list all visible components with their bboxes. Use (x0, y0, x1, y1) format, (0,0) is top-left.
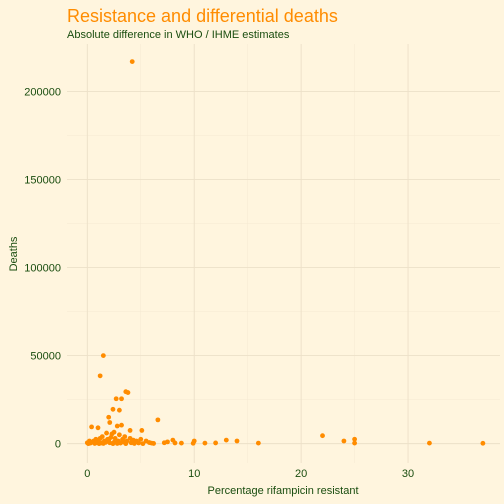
data-point (136, 440, 142, 446)
x-tick-label: 10 (188, 468, 200, 480)
y-axis-title: Deaths (8, 236, 20, 271)
data-point (95, 425, 101, 431)
data-point (114, 423, 120, 429)
data-point (320, 433, 325, 439)
data-point (151, 441, 157, 446)
data-point (104, 430, 109, 436)
data-point (97, 373, 103, 379)
data-point (223, 437, 229, 443)
data-point (190, 440, 196, 446)
chart-subtitle: Absolute difference in WHO / IHME estima… (67, 29, 290, 41)
data-point (106, 414, 112, 420)
data-point (116, 432, 122, 438)
data-point (234, 438, 240, 444)
data-point (100, 353, 106, 359)
data-point (129, 59, 135, 65)
data-point (427, 440, 432, 446)
data-points (84, 59, 486, 447)
data-point (172, 440, 178, 446)
y-tick-label: 150000 (24, 175, 61, 187)
data-point (110, 441, 116, 447)
data-point (202, 440, 208, 446)
data-point (139, 428, 145, 433)
data-point (480, 440, 486, 446)
data-point (131, 441, 137, 446)
x-tick-label: 20 (295, 468, 307, 480)
data-point (110, 406, 116, 412)
data-point (352, 440, 357, 446)
data-point (119, 396, 124, 402)
data-point (96, 441, 102, 447)
data-point (92, 441, 98, 446)
data-point (100, 441, 106, 446)
data-point (341, 438, 347, 444)
tick-labels: 0 10 20 30 0 50000 100000 150000 200000 (24, 87, 414, 480)
y-tick-label: 50000 (30, 351, 61, 363)
data-point (85, 441, 91, 447)
x-axis-title: Percentage rifampicin resistant (207, 485, 358, 497)
data-point (112, 435, 118, 441)
y-tick-label: 200000 (24, 87, 61, 99)
data-point (114, 441, 120, 446)
grid (67, 44, 500, 463)
data-point (155, 417, 161, 423)
data-point (119, 422, 124, 428)
data-point (113, 396, 119, 402)
x-tick-label: 30 (402, 468, 414, 480)
x-tick-label: 0 (84, 468, 90, 480)
data-point (127, 428, 133, 433)
data-point (161, 440, 167, 446)
y-tick-label: 0 (55, 439, 61, 451)
data-point (107, 420, 113, 425)
chart-title: Resistance and differential deaths (67, 6, 338, 26)
data-point (178, 440, 184, 446)
data-point (255, 440, 261, 446)
y-tick-label: 100000 (24, 263, 61, 275)
data-point (352, 436, 357, 442)
data-point (138, 436, 144, 442)
data-point (213, 440, 219, 446)
data-point (89, 424, 94, 430)
data-point (125, 390, 131, 395)
data-point (123, 441, 129, 447)
data-point (116, 407, 122, 413)
data-point (140, 441, 146, 447)
